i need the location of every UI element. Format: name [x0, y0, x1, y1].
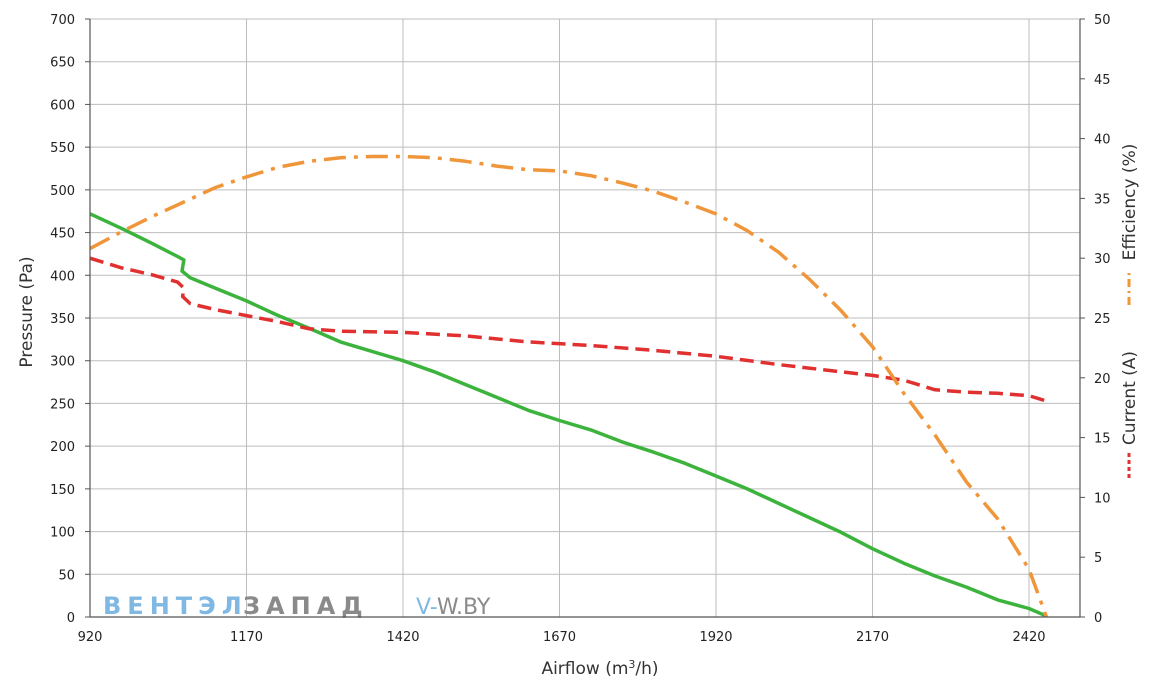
pressure-curve [89, 212, 1046, 617]
y-left-tick-label: 100 [50, 526, 75, 541]
x-tick-label: 1670 [543, 630, 576, 645]
x-tick-label: 1170 [230, 630, 263, 645]
watermark-site: V-W.BY [416, 595, 491, 620]
y-left-tick-label: 0 [67, 611, 75, 626]
x-tick-label: 2420 [1012, 630, 1045, 645]
x-tick-label: 2170 [856, 630, 889, 645]
y-right-tick-label: 15 [1094, 432, 1111, 447]
y-left-tick-label: 650 [50, 56, 75, 71]
y-left-tick-label: 500 [50, 184, 75, 199]
watermark-site-prefix: V- [416, 595, 437, 620]
axes [85, 18, 1085, 618]
watermark-brand-part1: ВЕНТЭЛ [103, 592, 248, 620]
efficiency-curve [89, 154, 1049, 618]
y-right-tick-label: 35 [1094, 192, 1111, 207]
y-right-tick-label: 10 [1094, 491, 1111, 506]
watermark: ВЕНТЭЛ ЗАПАД V-W.BY [103, 592, 491, 620]
y-left-tick-label: 50 [58, 568, 75, 583]
y-left-axis-title: Pressure (Pa) [17, 256, 37, 367]
y-right-tick-label: 40 [1094, 133, 1111, 148]
x-tick-label: 920 [78, 630, 103, 645]
y-left-tick-label: 600 [50, 98, 75, 113]
x-axis-title-end: /h) [635, 659, 658, 679]
tick-labels: 0501001502002503003504004505005506006507… [50, 13, 1110, 645]
y-left-tick-label: 150 [50, 483, 75, 498]
x-tick-label: 1920 [699, 630, 732, 645]
y-right-efficiency-title-text: Efficiency (%) [1120, 144, 1140, 261]
y-right-current-title-text: Current (A) [1120, 351, 1140, 445]
watermark-brand-part2: ЗАПАД [243, 592, 369, 620]
watermark-site-rest: W.BY [437, 595, 491, 620]
grid [90, 18, 1080, 617]
y-left-tick-label: 450 [50, 227, 75, 242]
y-left-tick-label: 400 [50, 269, 75, 284]
y-right-efficiency-title: Efficiency (%) [1120, 144, 1140, 305]
x-tick-label: 1420 [386, 630, 419, 645]
y-left-tick-label: 700 [50, 13, 75, 28]
y-left-tick-label: 300 [50, 355, 75, 370]
y-left-tick-label: 200 [50, 440, 75, 455]
x-axis-title-sup: 3 [628, 658, 635, 671]
y-left-tick-label: 250 [50, 397, 75, 412]
y-left-tick-label: 350 [50, 312, 75, 327]
y-left-tick-label: 550 [50, 141, 75, 156]
y-right-tick-label: 5 [1094, 551, 1102, 566]
y-right-tick-label: 45 [1094, 73, 1111, 88]
y-right-tick-label: 25 [1094, 312, 1111, 327]
current-curve [89, 256, 1046, 403]
y-right-tick-label: 30 [1094, 252, 1111, 267]
x-axis-title: Airflow (m3/h) [541, 658, 658, 679]
y-right-tick-label: 20 [1094, 372, 1111, 387]
y-right-current-title: Current (A) [1120, 351, 1140, 478]
y-right-tick-label: 50 [1094, 13, 1111, 28]
y-right-tick-label: 0 [1094, 611, 1102, 626]
series-group [89, 154, 1049, 618]
x-axis-title-main: Airflow (m [541, 659, 628, 679]
